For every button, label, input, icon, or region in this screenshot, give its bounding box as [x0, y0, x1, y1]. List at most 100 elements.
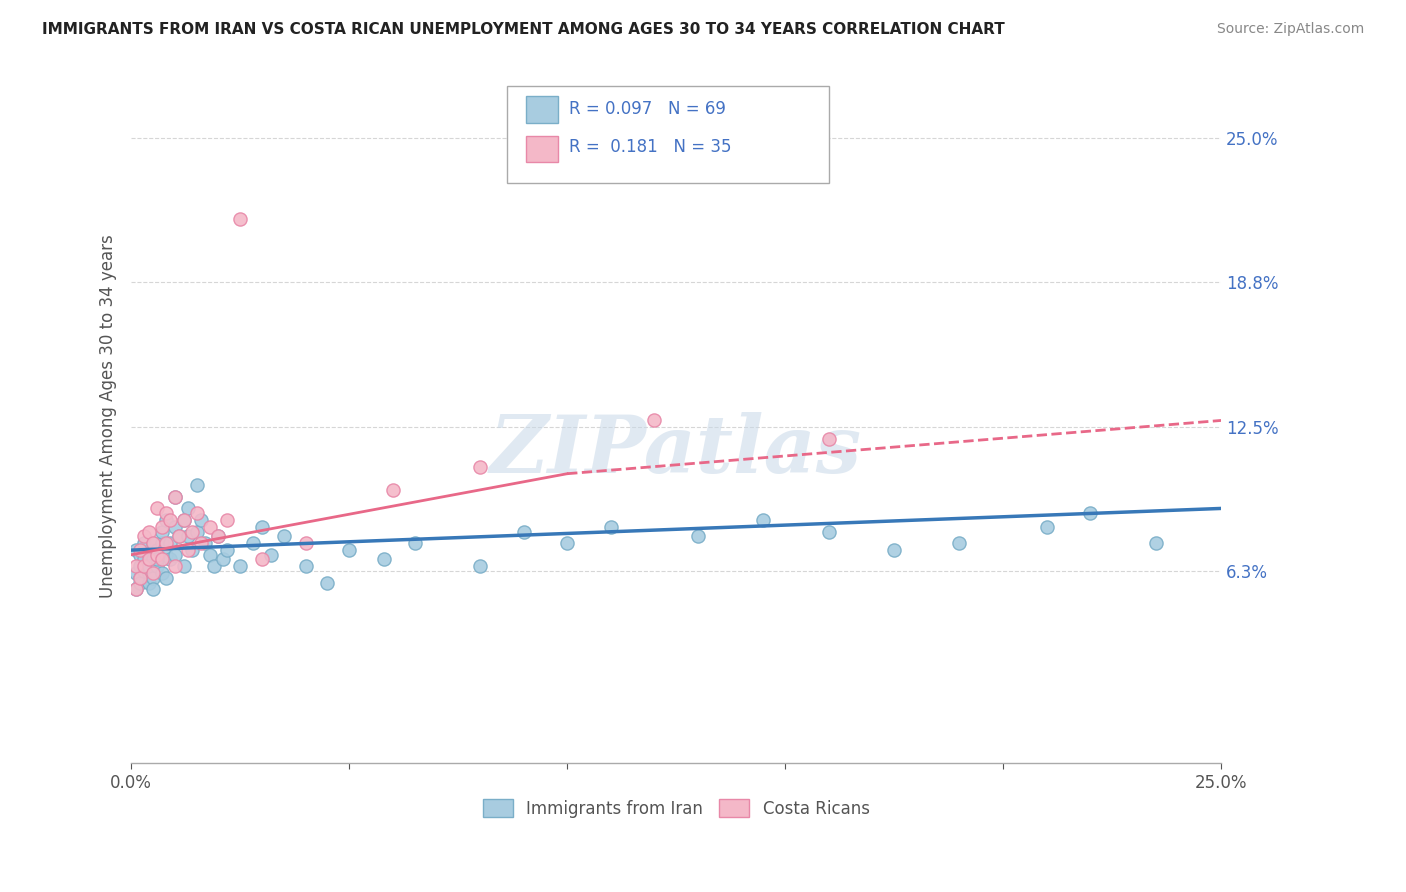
Point	[817, 524, 839, 539]
Point	[468, 459, 491, 474]
Point	[146, 543, 169, 558]
Point	[155, 513, 177, 527]
Point	[163, 490, 186, 504]
Point	[404, 536, 426, 550]
Text: Source: ZipAtlas.com: Source: ZipAtlas.com	[1216, 22, 1364, 37]
Point	[134, 529, 156, 543]
Point	[198, 548, 221, 562]
Point	[129, 571, 152, 585]
Legend: Immigrants from Iran, Costa Ricans: Immigrants from Iran, Costa Ricans	[475, 793, 876, 824]
Point	[129, 571, 152, 585]
Point	[229, 212, 252, 227]
Point	[173, 513, 195, 527]
Point	[207, 529, 229, 543]
Point	[142, 536, 165, 550]
Point	[167, 529, 190, 543]
Point	[142, 552, 165, 566]
Point	[142, 536, 165, 550]
Point	[173, 559, 195, 574]
Point	[381, 483, 404, 497]
Point	[138, 559, 160, 574]
Bar	[526, 136, 558, 162]
Point	[817, 432, 839, 446]
Point	[167, 529, 190, 543]
Point	[134, 564, 156, 578]
Point	[138, 548, 160, 562]
Point	[207, 529, 229, 543]
Text: R =  0.181   N = 35: R = 0.181 N = 35	[569, 138, 733, 156]
Point	[177, 501, 200, 516]
Point	[124, 566, 146, 581]
Point	[211, 552, 233, 566]
Point	[643, 413, 665, 427]
Point	[883, 543, 905, 558]
Point	[124, 543, 146, 558]
Point	[1078, 506, 1101, 520]
Point	[229, 559, 252, 574]
Y-axis label: Unemployment Among Ages 30 to 34 years: Unemployment Among Ages 30 to 34 years	[100, 234, 117, 598]
Point	[129, 559, 152, 574]
Point	[194, 536, 217, 550]
Point	[129, 548, 152, 562]
Point	[138, 575, 160, 590]
Point	[1035, 520, 1057, 534]
Point	[468, 559, 491, 574]
Point	[142, 571, 165, 585]
Point	[124, 582, 146, 597]
Point	[159, 552, 181, 566]
Point	[177, 529, 200, 543]
Point	[155, 571, 177, 585]
Point	[146, 559, 169, 574]
Point	[294, 536, 316, 550]
Point	[163, 559, 186, 574]
Point	[146, 501, 169, 516]
Point	[316, 575, 339, 590]
FancyBboxPatch shape	[508, 86, 828, 183]
Point	[250, 520, 273, 534]
Point	[948, 536, 970, 550]
Point	[250, 552, 273, 566]
Point	[752, 513, 775, 527]
Point	[159, 513, 181, 527]
Point	[163, 548, 186, 562]
Point	[138, 524, 160, 539]
Point	[186, 478, 208, 492]
Point	[198, 520, 221, 534]
Point	[138, 552, 160, 566]
Text: ZIPatlas: ZIPatlas	[491, 412, 862, 490]
Point	[146, 552, 169, 566]
Point	[142, 582, 165, 597]
Point	[599, 520, 621, 534]
Point	[190, 513, 212, 527]
Point	[177, 543, 200, 558]
Point	[294, 559, 316, 574]
Point	[150, 520, 173, 534]
Point	[159, 536, 181, 550]
Point	[163, 490, 186, 504]
Point	[512, 524, 534, 539]
Point	[138, 566, 160, 581]
Text: R = 0.097   N = 69: R = 0.097 N = 69	[569, 100, 727, 118]
Point	[190, 536, 212, 550]
Point	[124, 559, 146, 574]
Point	[173, 513, 195, 527]
Point	[129, 575, 152, 590]
Point	[181, 543, 204, 558]
Point	[155, 548, 177, 562]
Point	[217, 513, 239, 527]
Point	[555, 536, 578, 550]
Point	[217, 543, 239, 558]
Bar	[526, 96, 558, 123]
Point	[146, 548, 169, 562]
Point	[373, 552, 395, 566]
Point	[686, 529, 709, 543]
Point	[155, 536, 177, 550]
Point	[181, 524, 204, 539]
Point	[202, 559, 225, 574]
Point	[150, 524, 173, 539]
Point	[337, 543, 360, 558]
Point	[129, 543, 152, 558]
Point	[273, 529, 295, 543]
Point	[150, 552, 173, 566]
Point	[260, 548, 283, 562]
